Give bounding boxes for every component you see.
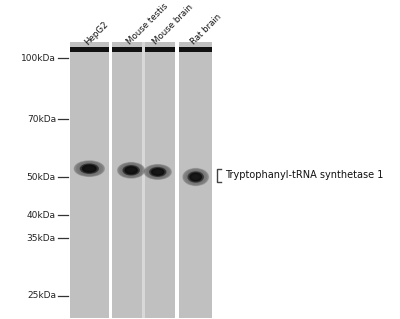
Ellipse shape (128, 169, 134, 172)
Ellipse shape (120, 164, 142, 176)
Text: 70kDa: 70kDa (27, 115, 56, 124)
Bar (142, 42, 145, 318)
Text: 50kDa: 50kDa (27, 173, 56, 182)
Ellipse shape (122, 165, 140, 176)
Ellipse shape (152, 169, 164, 175)
Text: Mouse testis: Mouse testis (125, 2, 170, 47)
Ellipse shape (86, 167, 92, 170)
Text: 40kDa: 40kDa (27, 211, 56, 220)
Bar (179, 42, 212, 318)
Ellipse shape (156, 171, 159, 173)
Text: Tryptophanyl-tRNA synthetase 1: Tryptophanyl-tRNA synthetase 1 (225, 170, 384, 180)
Ellipse shape (146, 165, 170, 179)
Ellipse shape (127, 168, 135, 173)
Bar (70, 42, 109, 318)
Ellipse shape (74, 161, 104, 176)
Ellipse shape (190, 173, 202, 181)
Ellipse shape (187, 171, 204, 183)
Ellipse shape (188, 172, 203, 182)
Ellipse shape (124, 167, 138, 174)
Ellipse shape (151, 168, 164, 176)
Ellipse shape (155, 170, 160, 174)
Ellipse shape (82, 165, 96, 172)
Text: 100kDa: 100kDa (21, 54, 56, 63)
Ellipse shape (119, 163, 143, 177)
Ellipse shape (125, 167, 137, 174)
Text: HepG2: HepG2 (83, 19, 110, 47)
Ellipse shape (83, 166, 95, 172)
Bar (112, 42, 176, 318)
Text: Mouse brain: Mouse brain (151, 3, 195, 47)
Text: 25kDa: 25kDa (27, 291, 56, 300)
Bar (70, 47, 109, 52)
Ellipse shape (191, 174, 201, 181)
Ellipse shape (88, 168, 91, 169)
Ellipse shape (144, 165, 171, 179)
Ellipse shape (77, 162, 101, 175)
Text: 35kDa: 35kDa (27, 234, 56, 242)
Bar (179, 47, 212, 52)
Ellipse shape (147, 166, 168, 178)
Ellipse shape (76, 162, 103, 175)
Ellipse shape (148, 167, 167, 177)
Ellipse shape (79, 163, 100, 174)
Ellipse shape (183, 168, 208, 185)
Ellipse shape (150, 167, 166, 176)
Ellipse shape (186, 170, 206, 184)
Ellipse shape (194, 176, 197, 178)
Ellipse shape (82, 165, 97, 173)
Ellipse shape (154, 170, 162, 174)
Bar (112, 47, 176, 52)
Ellipse shape (193, 175, 198, 179)
Text: Rat brain: Rat brain (189, 12, 224, 47)
Ellipse shape (126, 167, 136, 174)
Ellipse shape (130, 169, 132, 171)
Ellipse shape (80, 164, 98, 173)
Ellipse shape (85, 166, 94, 171)
Ellipse shape (118, 163, 145, 178)
Ellipse shape (152, 169, 163, 175)
Ellipse shape (123, 166, 139, 175)
Ellipse shape (184, 169, 207, 185)
Ellipse shape (192, 174, 200, 180)
Ellipse shape (189, 173, 202, 181)
